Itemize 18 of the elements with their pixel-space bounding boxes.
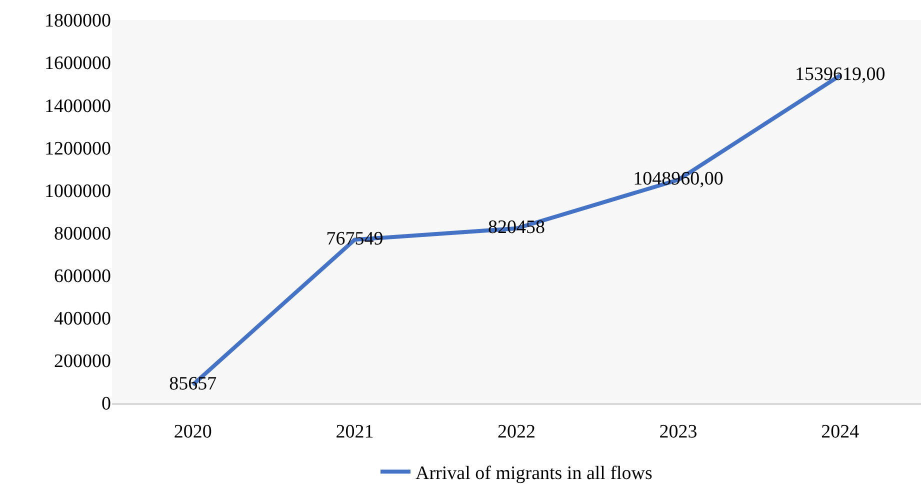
- y-tick-label: 800000: [54, 223, 111, 244]
- y-tick-label: 0: [102, 394, 111, 415]
- y-tick-label: 600000: [54, 266, 111, 287]
- x-tick-label: 2020: [174, 422, 212, 443]
- y-tick-label: 1200000: [44, 138, 111, 160]
- x-tick-label: 2023: [659, 422, 698, 443]
- x-tick-label: 2024: [821, 422, 860, 443]
- data-label: 85657: [169, 374, 217, 395]
- y-tick-label: 200000: [54, 351, 111, 372]
- y-tick-label: 1800000: [44, 10, 111, 32]
- y-tick-label: 1400000: [44, 96, 111, 117]
- legend-label: Arrival of migrants in all flows: [416, 463, 652, 484]
- x-tick-label: 2021: [336, 422, 374, 443]
- y-tick-label: 1000000: [44, 180, 111, 202]
- data-label: 1539619,00: [794, 64, 886, 86]
- y-tick-label: 1600000: [44, 53, 111, 74]
- y-tick-label: 400000: [54, 308, 111, 330]
- x-tick-label: 2022: [498, 422, 536, 443]
